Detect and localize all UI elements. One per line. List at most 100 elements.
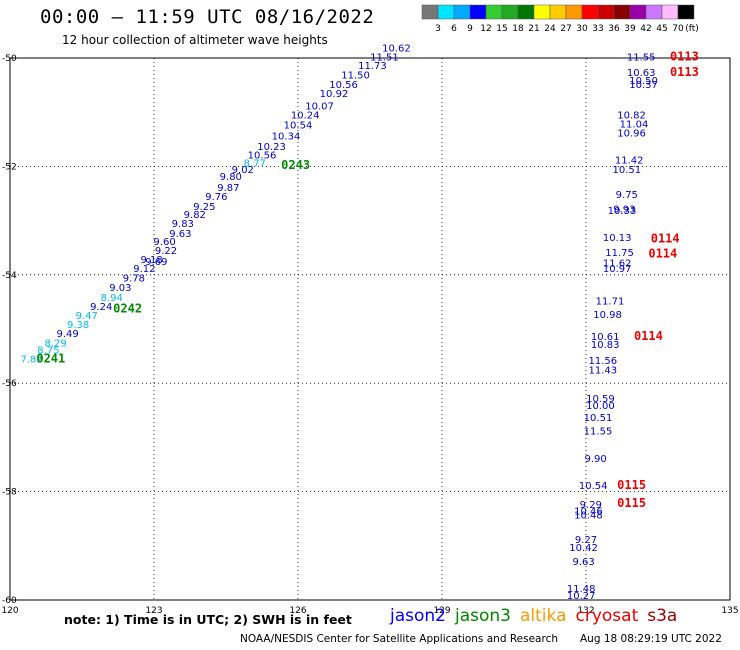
color-scale-swatch [485,4,503,20]
pass-time-label: 0115 [617,496,646,510]
wave-height-label: 9.69 [145,257,167,268]
wave-height-label: 10.46 [574,506,603,517]
x-tick-label: 120 [1,606,18,616]
wave-height-label: 9.75 [616,190,638,201]
legend-cryosat: cryosat [575,606,639,626]
wave-height-label: 10.96 [617,129,646,140]
wave-height-label: 10.51 [584,413,613,424]
y-tick-label: -52 [2,162,17,172]
color-scale-label: 39 [624,24,636,34]
legend-jason3: jason3 [455,606,511,626]
wave-height-label: 10.42 [569,543,598,554]
color-scale-label: 27 [560,24,571,34]
legend-s3a: s3a [647,606,678,626]
color-scale-label: 9 [467,24,473,34]
plot-axes: 120 123 126 129 132 135 -50 -52 -54 -56 -58 -60 [1,54,738,616]
wave-height-label: 9.78 [123,273,145,284]
wave-height-label: 9.49 [56,329,78,340]
wave-height-label: 10.56 [329,80,358,91]
wave-height-label: 10.92 [320,89,349,100]
color-scale-swatch [677,4,695,20]
wave-height-label: 9.29 [580,500,602,511]
wave-height-label: 9.76 [205,192,227,203]
pass-time-label: 0114 [648,246,677,260]
wave-height-label: 11.73 [358,61,387,72]
wave-height-label: 11.55 [584,427,613,438]
footer-credit: NOAA/NESDIS Center for Satellite Applica… [240,633,558,645]
wave-height-label: 10.33 [608,206,637,217]
color-scale-swatch [453,4,471,20]
pass-time-label: 0243 [281,158,310,172]
color-scale-swatch [469,4,487,20]
color-scale-swatch [565,4,583,20]
color-scale-swatch [613,4,631,20]
footer-timestamp: Aug 18 08:29:19 UTC 2022 [580,633,722,645]
wave-height-label: 9.60 [153,237,175,248]
wave-height-label: 10.07 [305,101,334,112]
wave-height-label: 10.50 [629,76,658,87]
color-scale-swatch [629,4,647,20]
wave-height-label: 9.22 [155,246,177,257]
wave-height-label: 10.51 [612,165,641,176]
wave-height-label: 8.75 [37,345,59,356]
wave-height-label: 7.82 [20,355,42,366]
wave-height-label: 10.00 [586,401,615,412]
wave-height-label: 9.87 [217,183,239,194]
wave-height-label: 11.50 [341,71,370,82]
wave-height-label: 8.29 [44,338,66,349]
chart-subtitle: 12 hour collection of altimeter wave hei… [62,33,328,47]
wave-height-label: 10.24 [291,111,320,122]
pass-time-label: 0113 [670,50,699,64]
color-scale-swatch [517,4,535,20]
wave-height-label: 10.59 [586,394,615,405]
satellite-legend: jason2 jason3 altika cryosat s3a [390,606,686,626]
x-tick-label: 123 [145,606,162,616]
y-tick-label: -60 [2,596,17,606]
wave-height-label: 10.54 [284,120,313,131]
wave-height-label: 9.93 [613,204,635,215]
legend-altika: altika [520,606,567,626]
wave-height-label: 8.77 [244,158,266,169]
y-tick-label: -56 [2,379,17,389]
x-tick-label: 126 [289,606,306,616]
wave-height-label: 9.27 [575,535,597,546]
footer-note: note: 1) Time is in UTC; 2) SWH is in fe… [64,612,352,627]
wave-height-label: 11.75 [605,248,634,259]
color-scale-swatch [597,4,615,20]
wave-height-label: 10.37 [629,80,658,91]
wave-height-label: 9.63 [572,557,594,568]
wave-height-label: 11.71 [596,297,625,308]
wave-height-label: 11.62 [603,259,632,270]
color-scale-label: 36 [608,24,620,34]
wave-height-label: 10.97 [603,264,632,275]
color-scale-swatch [533,4,551,20]
wave-height-label: 10.61 [591,332,620,343]
y-tick-label: -54 [2,271,17,281]
color-scale-swatch [549,4,567,20]
wave-height-label: 11.04 [620,119,649,130]
wave-height-label: 11.56 [588,356,617,367]
wave-height-label: 9.24 [90,302,112,313]
color-scale-swatch [581,4,599,20]
wave-height-label: 9.90 [584,454,606,465]
pass-time-label: 0242 [113,302,142,316]
wave-height-label: 9.80 [220,172,242,183]
wave-height-label: 11.51 [370,53,399,64]
wave-height-label: 10.56 [248,150,277,161]
color-scale-label: 45 [656,24,667,34]
color-scale-swatch [645,4,663,20]
wave-height-label: 10.34 [272,131,301,142]
color-scale-swatch [421,4,439,20]
wave-height-label: 9.38 [67,320,89,331]
color-scale-label: 24 [544,24,556,34]
wave-height-label: 10.54 [579,481,608,492]
wave-height-label: 9.82 [184,210,206,221]
plot-border [9,57,731,601]
color-scale-swatch [661,4,679,20]
color-scale-label: 18 [512,24,524,34]
x-tick-label: 129 [433,606,450,616]
wave-height-label: 9.18 [140,255,162,266]
wave-height-label: 8.94 [101,293,123,304]
color-scale-label: 70 [672,24,684,34]
